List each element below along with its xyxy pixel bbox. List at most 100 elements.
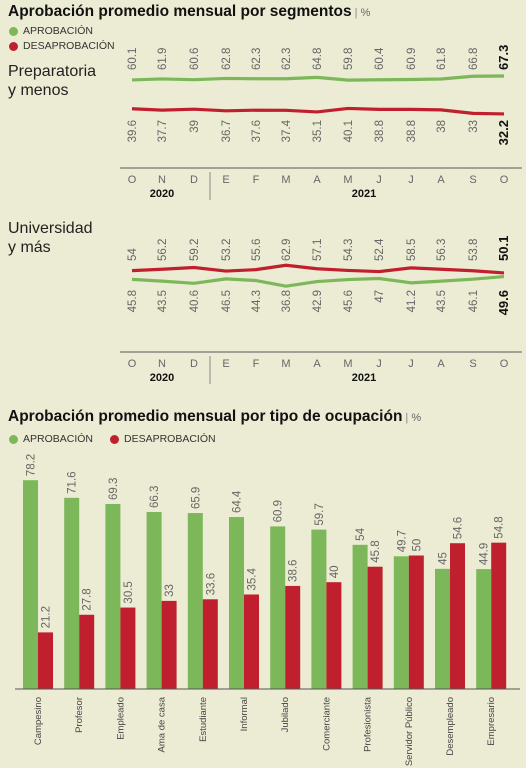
disapproval-bar <box>202 599 218 689</box>
approval-value-label: 45.6 <box>343 290 355 312</box>
year-label-2021: 2021 <box>352 188 376 200</box>
approval-value-label: 40.6 <box>189 290 201 312</box>
approval-bar <box>476 569 492 689</box>
disapproval-series-line <box>131 263 505 275</box>
occupation-category-label: Servidor Público <box>404 697 415 766</box>
approval-value-label: 61.8 <box>436 48 448 70</box>
month-tick-label: J <box>376 358 382 370</box>
month-tick-label: A <box>437 174 445 186</box>
disapproval-bar-value: 50 <box>411 539 423 552</box>
line-chart-universidad: 45.8 43.5 40.6 46.5 44.3 36.8 42.9 45.6 47 41.2 43… <box>120 236 522 384</box>
approval-bar <box>229 517 244 689</box>
month-tick-label: O <box>500 174 509 186</box>
month-tick-label: A <box>313 174 321 186</box>
occupation-category-label: Informal <box>239 697 250 731</box>
disapproval-bar-value: 35.4 <box>247 567 259 590</box>
month-tick-label: J <box>408 174 414 186</box>
disapproval-bar <box>120 607 136 689</box>
segment-label-universidad: Universidad y más <box>8 220 93 256</box>
disapproval-value-label: 39.6 <box>127 120 139 142</box>
month-tick-label: M <box>281 174 290 186</box>
approval-value-label: 42.9 <box>312 290 324 312</box>
disapproval-bar <box>285 585 301 689</box>
approval-bar <box>270 526 286 689</box>
disapproval-value-label: 54.3 <box>343 239 355 261</box>
disapproval-bar <box>367 566 383 689</box>
disapproval-value-label: 53.8 <box>468 239 480 261</box>
disapproval-value-label: 56.2 <box>157 239 169 261</box>
legend-approval: APROBACIÓN <box>9 25 93 37</box>
disapproval-value-label: 33 <box>468 120 480 133</box>
approval-value-label: 62.3 <box>251 48 263 70</box>
occupation-category-label: Profesor <box>74 697 85 733</box>
disapproval-bar <box>491 542 507 689</box>
line-chart-preparatoria: 60.1 61.9 60.6 62.8 62.3 62.3 64.8 59.8 60.4 60.9… <box>120 45 522 200</box>
disapproval-value-label: 40.1 <box>343 120 355 142</box>
approval-bar <box>435 568 450 689</box>
disapproval-bar-value: 33 <box>164 584 176 597</box>
disapproval-bar-value: 54.8 <box>494 516 506 538</box>
month-tick-label: N <box>158 174 166 186</box>
disapproval-value-label: 38.8 <box>374 120 386 142</box>
month-tick-label: D <box>190 174 198 186</box>
approval-series-line <box>131 74 505 82</box>
disapproval-bar-value: 33.6 <box>205 573 217 595</box>
approval-bar <box>146 511 162 689</box>
approval-bar-value: 78.2 <box>26 454 38 476</box>
disapproval-value-label: 57.1 <box>312 239 324 261</box>
month-tick-label: J <box>376 174 382 186</box>
approval-value-label: 45.8 <box>127 290 139 312</box>
month-tick-label: O <box>128 174 137 186</box>
approval-value-label: 60.6 <box>189 48 201 70</box>
disapproval-bar <box>450 543 465 689</box>
year-label-2020: 2020 <box>150 188 174 200</box>
disapproval-bar-value: 40 <box>329 565 341 578</box>
month-tick-label: N <box>158 358 166 370</box>
legend-disapproval: DESAPROBACIÓN <box>9 40 115 52</box>
disapproval-bar <box>38 632 53 689</box>
year-label-2020: 2020 <box>150 372 174 384</box>
approval-value-label: 62.8 <box>221 48 233 70</box>
month-tick-label: F <box>253 358 260 370</box>
month-tick-label: M <box>343 358 352 370</box>
approval-value-label: 62.3 <box>281 48 293 70</box>
disapproval-value-label: 50.1 <box>496 236 511 261</box>
approval-bar-value: 64.4 <box>232 490 244 513</box>
occupation-category-label: Profesionista <box>363 696 374 752</box>
approval-value-label: 61.9 <box>157 48 169 70</box>
disapproval-bar-value: 21.2 <box>41 606 53 628</box>
approval-value-label: 60.9 <box>406 48 418 70</box>
approval-bar <box>105 503 121 689</box>
occupation-category-label: Estudiante <box>198 697 209 742</box>
bar-chart-occupation: 78.2 21.2 Campesino 71.6 27.8 Profesor 69.3 30.… <box>15 454 520 766</box>
disapproval-value-label: 55.6 <box>251 239 263 261</box>
month-tick-label: O <box>128 358 137 370</box>
approval-value-label: 49.6 <box>496 290 511 315</box>
approval-bar-value: 66.3 <box>149 486 161 508</box>
occupation-chart-title: Aprobación promedio mensual por tipo de … <box>8 408 421 426</box>
approval-bar <box>187 513 203 689</box>
approval-bar-value: 65.9 <box>190 487 202 509</box>
disapproval-bar <box>408 555 424 689</box>
year-label-2021: 2021 <box>352 372 376 384</box>
disapproval-value-label: 36.7 <box>221 120 233 142</box>
month-tick-label: F <box>253 174 260 186</box>
disapproval-value-label: 59.2 <box>189 239 201 261</box>
occupation-category-label: Ama de casa <box>157 696 168 752</box>
disapproval-value-label: 58.5 <box>406 239 418 261</box>
occupation-category-label: Desempleado <box>445 697 456 756</box>
approval-value-label: 46.1 <box>468 290 480 312</box>
approval-value-label: 36.8 <box>281 290 293 312</box>
month-tick-label: M <box>343 174 352 186</box>
month-tick-label: S <box>469 358 476 370</box>
disapproval-value-label: 38 <box>436 120 448 133</box>
approval-bar-value: 59.7 <box>314 503 326 525</box>
approval-bar <box>393 556 409 689</box>
approval-dot-icon <box>9 26 18 36</box>
disapproval-value-label: 39 <box>189 120 201 133</box>
occupation-category-label: Empresario <box>486 697 497 746</box>
approval-value-label: 60.1 <box>127 48 139 70</box>
approval-value-label: 64.8 <box>312 48 324 70</box>
month-tick-label: E <box>222 358 229 370</box>
